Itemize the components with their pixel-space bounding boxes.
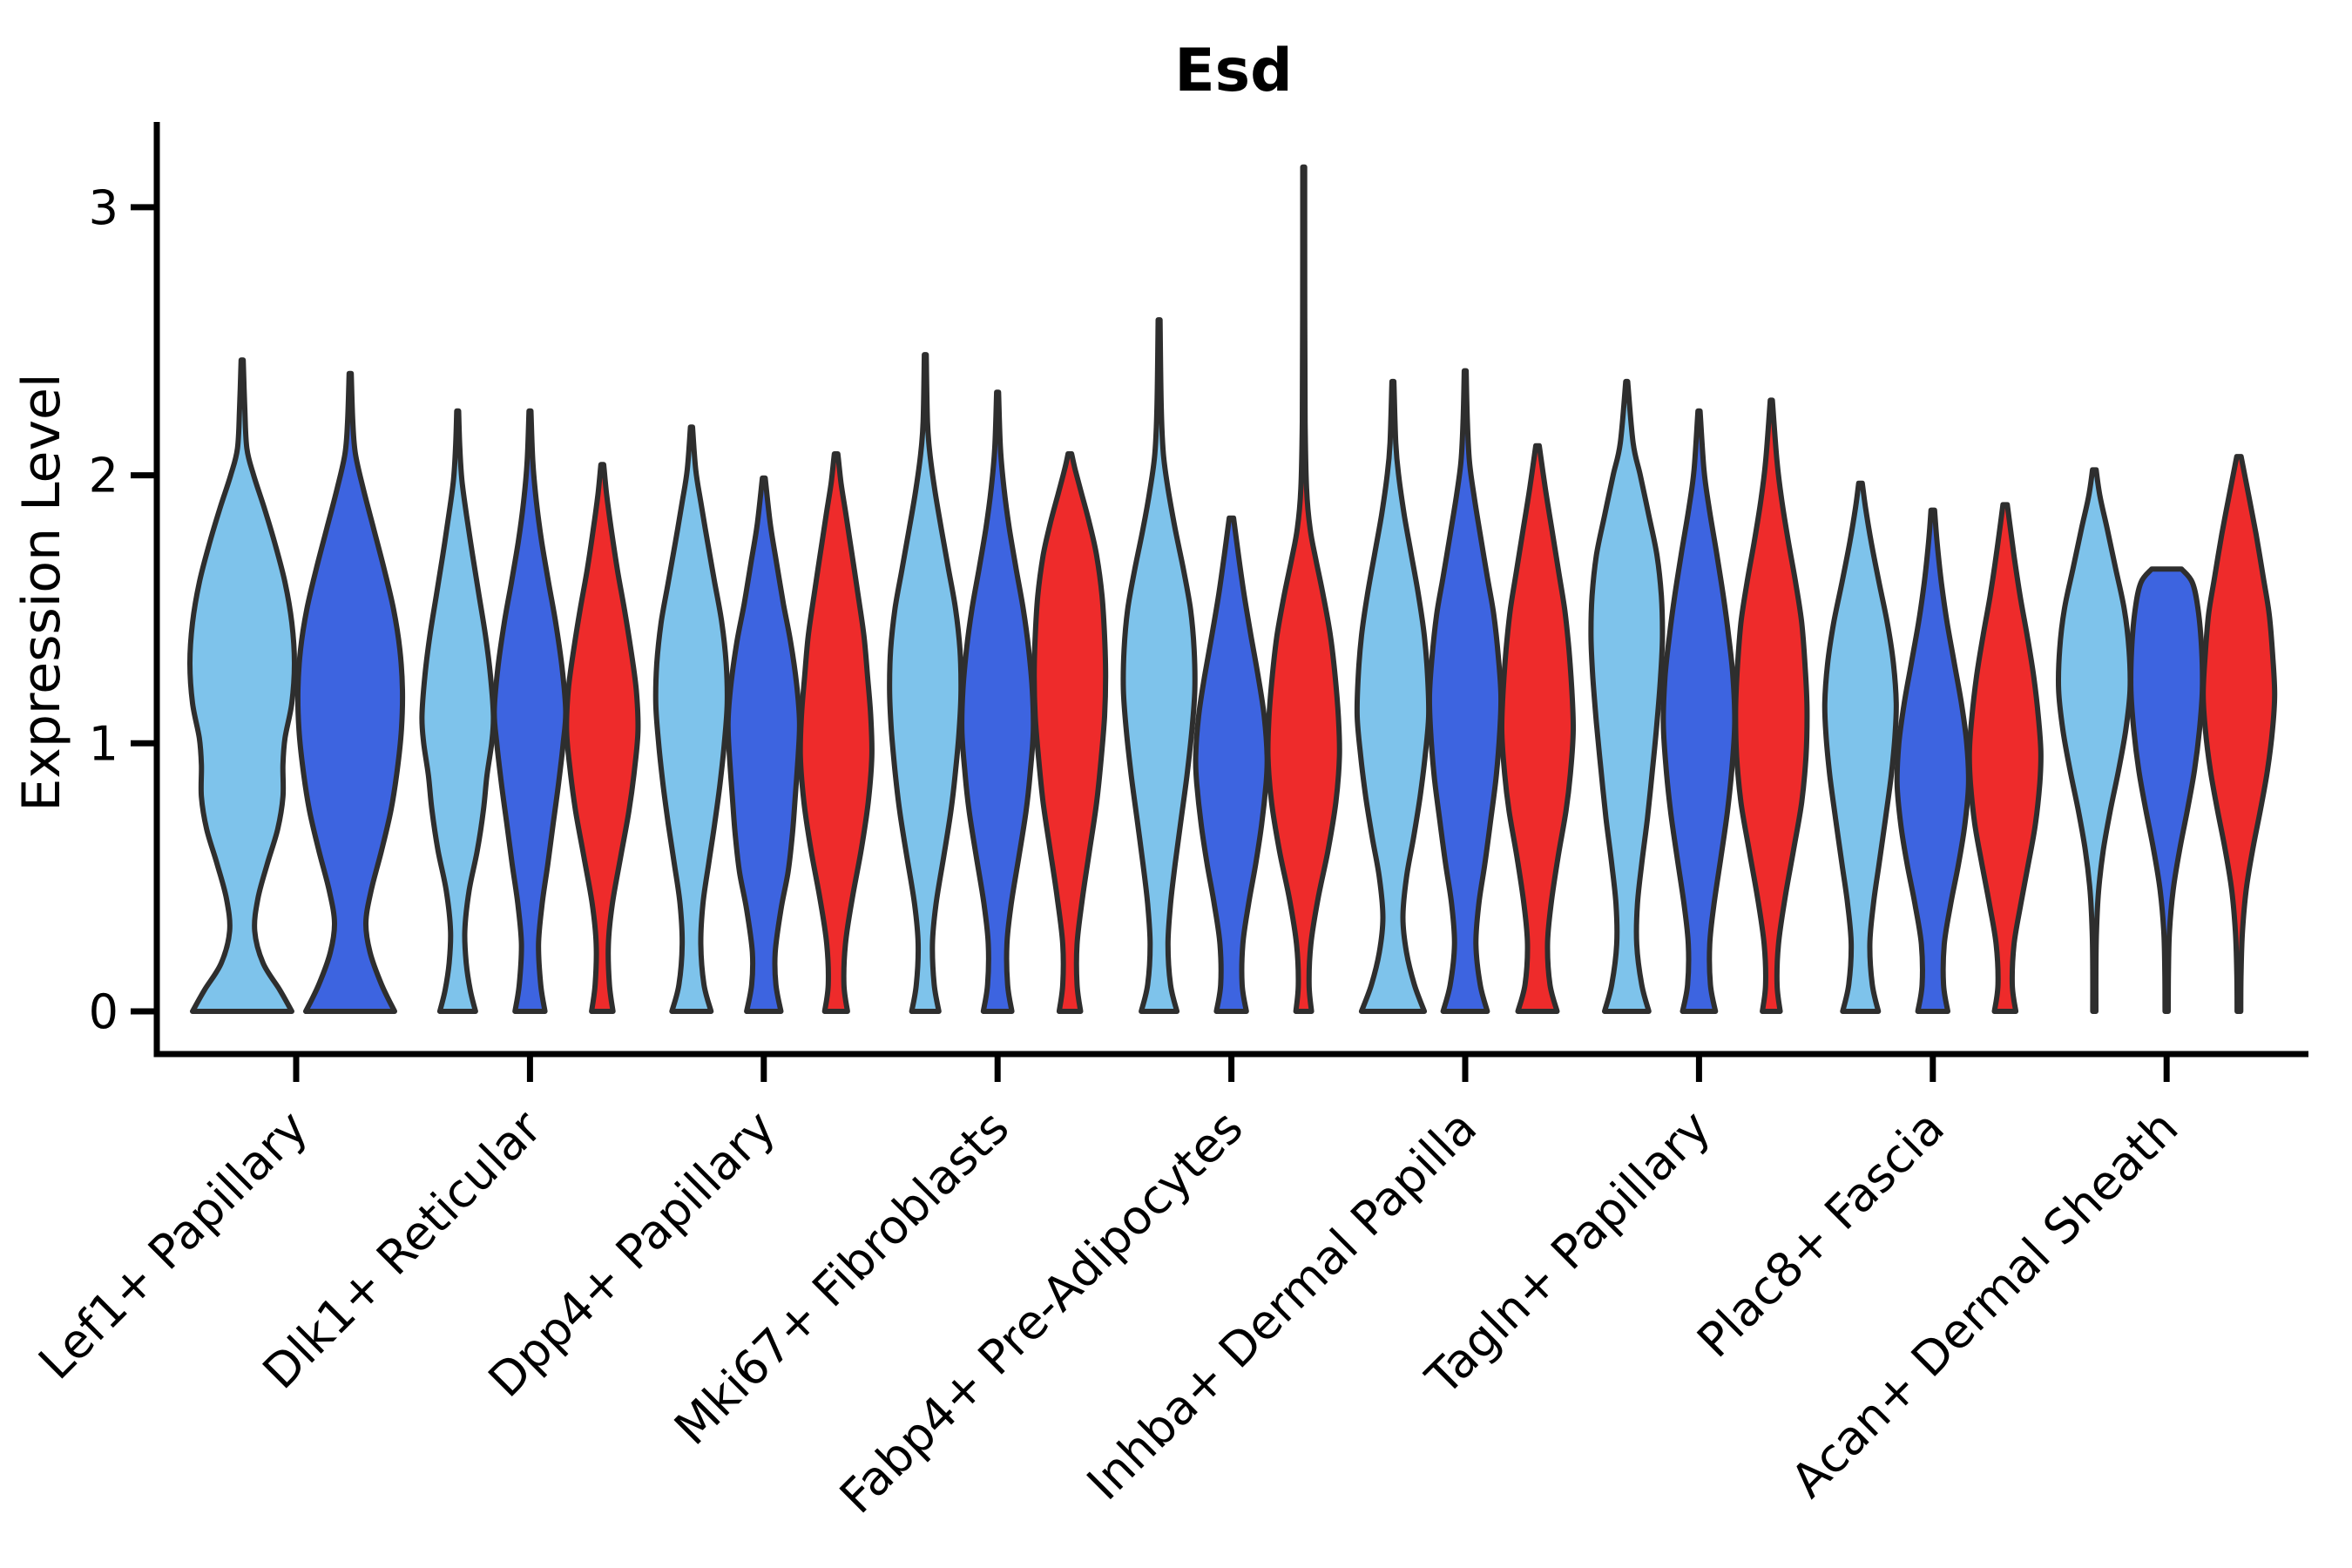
- violin-plac8-light_blue: [1821, 480, 1899, 1014]
- violin-inhba-blue: [1426, 368, 1504, 1014]
- y-tick-label: 0: [89, 984, 118, 1039]
- violin-dpp4-blue: [725, 475, 802, 1014]
- y-tick-label: 2: [89, 449, 118, 504]
- violin-dlk1-light_blue: [419, 408, 497, 1014]
- violin-tagln-red: [1733, 397, 1810, 1014]
- violin-mki67-red: [1031, 451, 1109, 1014]
- violin-fabp4-light_blue: [1120, 317, 1198, 1014]
- violin-inhba-red: [1498, 443, 1577, 1014]
- violin-tagln-light_blue: [1588, 378, 1666, 1014]
- violin-acan-light_blue: [2055, 467, 2133, 1014]
- violins-layer: [187, 164, 2278, 1014]
- violin-acan-blue: [2128, 566, 2206, 1014]
- y-tick-label: 3: [89, 180, 118, 235]
- violin-lef1-light_blue: [187, 357, 297, 1014]
- axes-layer: [131, 122, 2308, 1082]
- violin-fabp4-red: [1265, 164, 1342, 1014]
- violin-acan-red: [2200, 454, 2278, 1014]
- x-category-label: Acan+ Dermal Sheath: [1781, 1100, 2188, 1508]
- violin-dlk1-blue: [491, 408, 569, 1014]
- y-tick-label: 1: [89, 716, 118, 771]
- x-category-label: Inhba+ Dermal Papilla: [1077, 1100, 1487, 1511]
- violin-mki67-light_blue: [887, 352, 964, 1014]
- violin-lef1-blue: [294, 370, 406, 1014]
- violin-plac8-blue: [1894, 507, 1971, 1014]
- chart-title: Esd: [1174, 37, 1293, 105]
- violin-fabp4-blue: [1193, 515, 1270, 1014]
- violin-mki67-blue: [959, 389, 1037, 1014]
- violin-dpp4-red: [797, 451, 875, 1014]
- violin-tagln-blue: [1660, 408, 1738, 1014]
- violin-dlk1-red: [564, 462, 641, 1014]
- violin-plac8-red: [1966, 502, 2044, 1014]
- x-category-label: Plac8+ Fascia: [1686, 1100, 1955, 1369]
- violin-dpp4-light_blue: [652, 424, 730, 1014]
- violin-inhba-light_blue: [1354, 378, 1432, 1014]
- x-category-label: Fabp4+ Pre-Adipocytes: [829, 1100, 1254, 1524]
- y-axis-label: Expression Level: [11, 373, 72, 811]
